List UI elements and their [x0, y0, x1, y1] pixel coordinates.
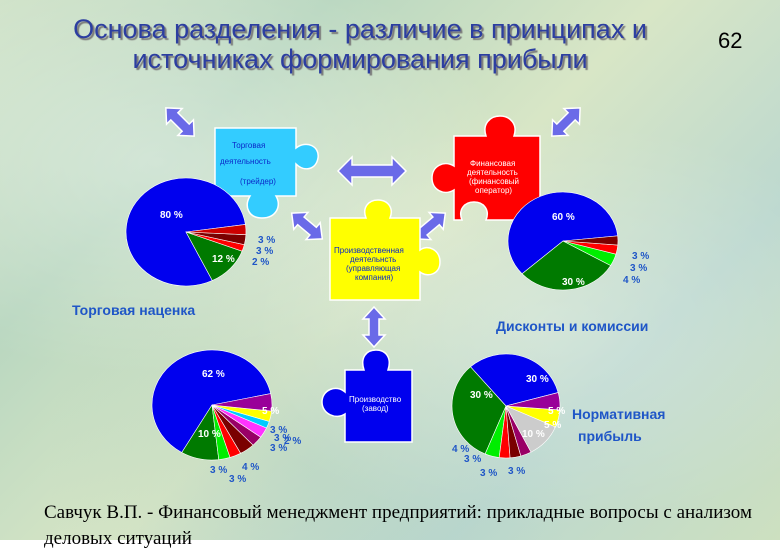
- factory-label-6: 10 %: [522, 429, 545, 440]
- trade-label-1: 12 %: [212, 254, 235, 265]
- footer-citation: Савчук В.П. - Финансовый менеджмент пред…: [44, 502, 752, 549]
- arrow-top-left: [165, 107, 195, 137]
- puzzle-finance-line-3: (финансовый: [469, 177, 519, 186]
- arrow-top-right: [551, 107, 581, 137]
- production-label-5: 3 %: [229, 474, 246, 485]
- diagram-canvas: Торговая деятельность (трейдер) Финансов…: [125, 107, 649, 485]
- puzzle-production-line-1: Производственная: [334, 246, 404, 255]
- finance-label-1: 30 %: [562, 277, 585, 288]
- production-label-9: 5 %: [262, 406, 279, 417]
- factory-label-5: 3 %: [508, 466, 525, 477]
- puzzle-trade-line-1: Торговая: [232, 141, 265, 150]
- puzzle-production-line-3: (управляющая: [346, 264, 400, 273]
- puzzle-production: Производственная деятельнсть (управляюща…: [329, 199, 441, 301]
- arrow-horizontal: [336, 155, 408, 187]
- production-label-3: 3 %: [274, 433, 291, 444]
- production-label-0: 62 %: [202, 369, 225, 380]
- factory-label-8: 5 %: [544, 420, 561, 431]
- factory-label-7: 5 %: [548, 406, 565, 417]
- factory-label-4: 3 %: [480, 468, 497, 479]
- production-label-8: 3 %: [270, 425, 287, 436]
- puzzle-production-line-4: компания): [355, 273, 394, 282]
- production-slice-0: [151, 349, 272, 453]
- puzzle-production-line-2: деятельнсть: [350, 255, 396, 264]
- trade-label-2: 2 %: [252, 257, 269, 268]
- factory-slice-8: [505, 392, 561, 411]
- finance-label-0: 60 %: [552, 212, 575, 223]
- factory-label-2: 4 %: [452, 444, 469, 455]
- arrow-mid-left: [290, 211, 324, 241]
- puzzle-finance-line-1: Финансовая: [470, 159, 515, 168]
- factory-slice-0: [470, 353, 559, 407]
- production-slice-9: [211, 393, 273, 412]
- pie-chart-factory: 30 %30 %4 %3 %3 % 3 %10 %5 %5 %: [451, 353, 565, 479]
- production-label-2: 3 %: [270, 443, 287, 454]
- caption-normative-2: прибыль: [578, 428, 642, 444]
- production-label-1: 10 %: [198, 429, 221, 440]
- trade-label-4: 3 %: [258, 235, 275, 246]
- pie-chart-trade: 80 %12 % 2 %3 %3 %: [125, 177, 275, 287]
- factory-label-1: 30 %: [470, 390, 493, 401]
- puzzle-finance: Финансовая деятельность (финансовый опер…: [431, 115, 541, 221]
- caption-trade-markup: Торговая наценка: [72, 302, 196, 318]
- finance-slice-0: [507, 191, 619, 275]
- caption-discounts: Дисконты и комиссии: [496, 318, 649, 334]
- trade-label-3: 3 %: [256, 246, 273, 257]
- production-label-6: 3 %: [210, 465, 227, 476]
- puzzle-factory-line-2: (завод): [362, 404, 389, 413]
- puzzle-finance-line-4: оператор): [475, 186, 512, 195]
- production-label-4: 4 %: [242, 462, 259, 473]
- puzzle-factory: Производство (завод): [321, 349, 413, 443]
- puzzle-finance-line-2: деятельность: [467, 168, 518, 177]
- trade-label-0: 80 %: [160, 210, 183, 221]
- finance-label-4: 3 %: [632, 251, 649, 262]
- trade-slice-4: [185, 224, 247, 235]
- factory-label-3: 3 %: [464, 454, 481, 465]
- production-label-7: 2 %: [284, 436, 301, 447]
- puzzle-trade-line-3: (трейдер): [240, 177, 276, 186]
- arrow-vertical: [361, 305, 387, 349]
- puzzle-trade: Торговая деятельность (трейдер): [214, 127, 319, 219]
- caption-normative-1: Нормативная: [572, 406, 666, 422]
- puzzle-factory-line-1: Производство: [349, 395, 402, 404]
- finance-label-2: 4 %: [623, 275, 640, 286]
- finance-slice-1: [521, 240, 612, 291]
- factory-label-0: 30 %: [526, 374, 549, 385]
- puzzle-trade-line-2: деятельность: [220, 157, 271, 166]
- pie-chart-production: 62 %10 %3 %3 %4 %3 %3 %2 %3 %5 %: [151, 349, 301, 485]
- page-title: Основа разделения - различие в принципах…: [73, 14, 647, 74]
- finance-label-3: 3 %: [630, 263, 647, 274]
- finance-slice-4: [562, 235, 619, 246]
- pie-chart-finance: 60 %30 % 4 %3 %3 %: [507, 191, 649, 291]
- slide-number: 62: [718, 28, 743, 53]
- factory-slice-1: [451, 366, 507, 455]
